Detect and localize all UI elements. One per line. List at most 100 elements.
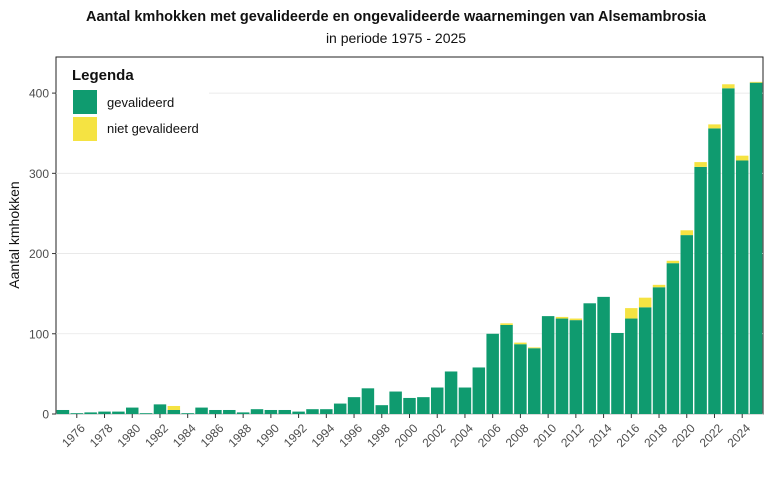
chart-subtitle: in periode 1975 - 2025	[326, 30, 466, 46]
y-tick-label: 200	[29, 247, 49, 261]
x-tick-label: 2006	[475, 421, 504, 450]
x-tick-label: 1994	[309, 421, 338, 450]
bar-gevalideerd	[722, 88, 735, 414]
bar-gevalideerd	[195, 407, 208, 414]
y-tick-label: 300	[29, 167, 49, 181]
chart-title: Aantal kmhokken met gevalideerde en onge…	[86, 9, 707, 25]
bars	[56, 81, 763, 415]
bar-gevalideerd	[333, 403, 347, 414]
bar-gevalideerd	[430, 387, 444, 414]
x-tick-label: 1982	[142, 421, 171, 450]
bar-gevalideerd	[403, 397, 416, 414]
x-tick-label: 2014	[586, 421, 615, 450]
x-tick-label: 1976	[59, 421, 88, 450]
x-tick-label: 1996	[336, 421, 365, 450]
bar-gevalideerd	[375, 405, 389, 414]
bar-gevalideerd	[126, 407, 139, 414]
x-tick-label: 2010	[530, 421, 559, 450]
x-tick-label: 1986	[198, 421, 227, 450]
x-tick-label: 1990	[253, 421, 282, 450]
bar-niet-gevalideerd	[666, 260, 680, 264]
bar-gevalideerd	[223, 409, 236, 414]
bar-niet-gevalideerd	[680, 230, 693, 236]
bar-gevalideerd	[611, 332, 624, 414]
x-tick-label: 1984	[170, 421, 199, 450]
bar-niet-gevalideerd	[652, 284, 666, 288]
bar-gevalideerd	[417, 397, 430, 414]
x-tick-label: 1992	[281, 421, 310, 450]
y-tick-label: 400	[29, 87, 49, 101]
y-tick-label: 100	[29, 327, 49, 341]
bar-gevalideerd	[472, 367, 486, 414]
bar-gevalideerd	[306, 409, 319, 414]
bar-gevalideerd	[56, 409, 70, 414]
bar-niet-gevalideerd	[569, 318, 583, 321]
bar-gevalideerd	[389, 391, 402, 414]
x-axis: 1976197819801982198419861988199019921994…	[59, 414, 753, 450]
x-tick-label: 2020	[669, 421, 698, 450]
bar-gevalideerd	[583, 303, 596, 414]
bar-niet-gevalideerd	[528, 347, 541, 349]
bar-gevalideerd	[153, 404, 167, 414]
bar-gevalideerd	[84, 412, 97, 414]
legend-label-niet-gevalideerd: niet gevalideerd	[107, 121, 199, 136]
bar-gevalideerd	[500, 324, 513, 414]
legend: Legenda gevalideerd niet gevalideerd	[57, 58, 209, 154]
x-tick-label: 1978	[87, 421, 116, 450]
bar-gevalideerd	[486, 333, 499, 414]
bar-niet-gevalideerd	[625, 308, 638, 319]
bar-gevalideerd	[98, 411, 111, 414]
bar-gevalideerd	[625, 318, 638, 414]
y-axis: 0 100 200 300 400	[29, 87, 56, 422]
bar-gevalideerd	[347, 397, 361, 414]
bar-gevalideerd	[514, 344, 527, 414]
x-tick-label: 2016	[614, 421, 643, 450]
x-tick-label: 2004	[447, 421, 476, 450]
bar-gevalideerd	[528, 348, 541, 414]
legend-title: Legenda	[72, 67, 134, 84]
legend-swatch-niet-gevalideerd	[73, 117, 97, 141]
bar-niet-gevalideerd	[735, 155, 749, 161]
bar-niet-gevalideerd	[708, 124, 721, 129]
bar-gevalideerd	[181, 413, 194, 414]
legend-swatch-gevalideerd	[73, 90, 97, 114]
bar-gevalideerd	[361, 388, 375, 414]
bar-gevalideerd	[250, 409, 264, 414]
x-tick-label: 2002	[420, 421, 449, 450]
bar-gevalideerd	[638, 307, 652, 414]
bar-gevalideerd	[70, 413, 84, 414]
x-tick-label: 2012	[558, 421, 587, 450]
bar-gevalideerd	[444, 371, 458, 414]
bar-gevalideerd	[139, 413, 153, 414]
bar-gevalideerd	[652, 287, 666, 414]
bar-gevalideerd	[708, 128, 721, 414]
legend-label-gevalideerd: gevalideerd	[107, 95, 174, 110]
bar-gevalideerd	[320, 409, 333, 414]
bar-gevalideerd	[735, 160, 749, 414]
bar-niet-gevalideerd	[694, 162, 707, 167]
bar-niet-gevalideerd	[514, 342, 527, 345]
bar-gevalideerd	[292, 411, 305, 414]
x-tick-label: 2000	[392, 421, 421, 450]
bar-gevalideerd	[541, 316, 555, 414]
bar-gevalideerd	[278, 409, 291, 414]
bar-gevalideerd	[555, 318, 569, 414]
x-tick-label: 1998	[364, 421, 393, 450]
bar-gevalideerd	[236, 412, 250, 414]
bar-gevalideerd	[749, 82, 763, 415]
y-tick-label: 0	[42, 408, 49, 422]
bar-gevalideerd	[167, 409, 181, 414]
x-tick-label: 1980	[115, 421, 144, 450]
bar-gevalideerd	[597, 296, 610, 414]
bar-niet-gevalideerd	[500, 323, 513, 325]
bar-gevalideerd	[264, 409, 278, 414]
bar-gevalideerd	[666, 263, 680, 414]
x-tick-label: 2024	[724, 421, 753, 450]
bar-gevalideerd	[680, 235, 693, 414]
bar-gevalideerd	[694, 166, 707, 414]
bar-niet-gevalideerd	[638, 297, 652, 308]
x-tick-label: 2018	[641, 421, 670, 450]
x-tick-label: 2008	[503, 421, 532, 450]
